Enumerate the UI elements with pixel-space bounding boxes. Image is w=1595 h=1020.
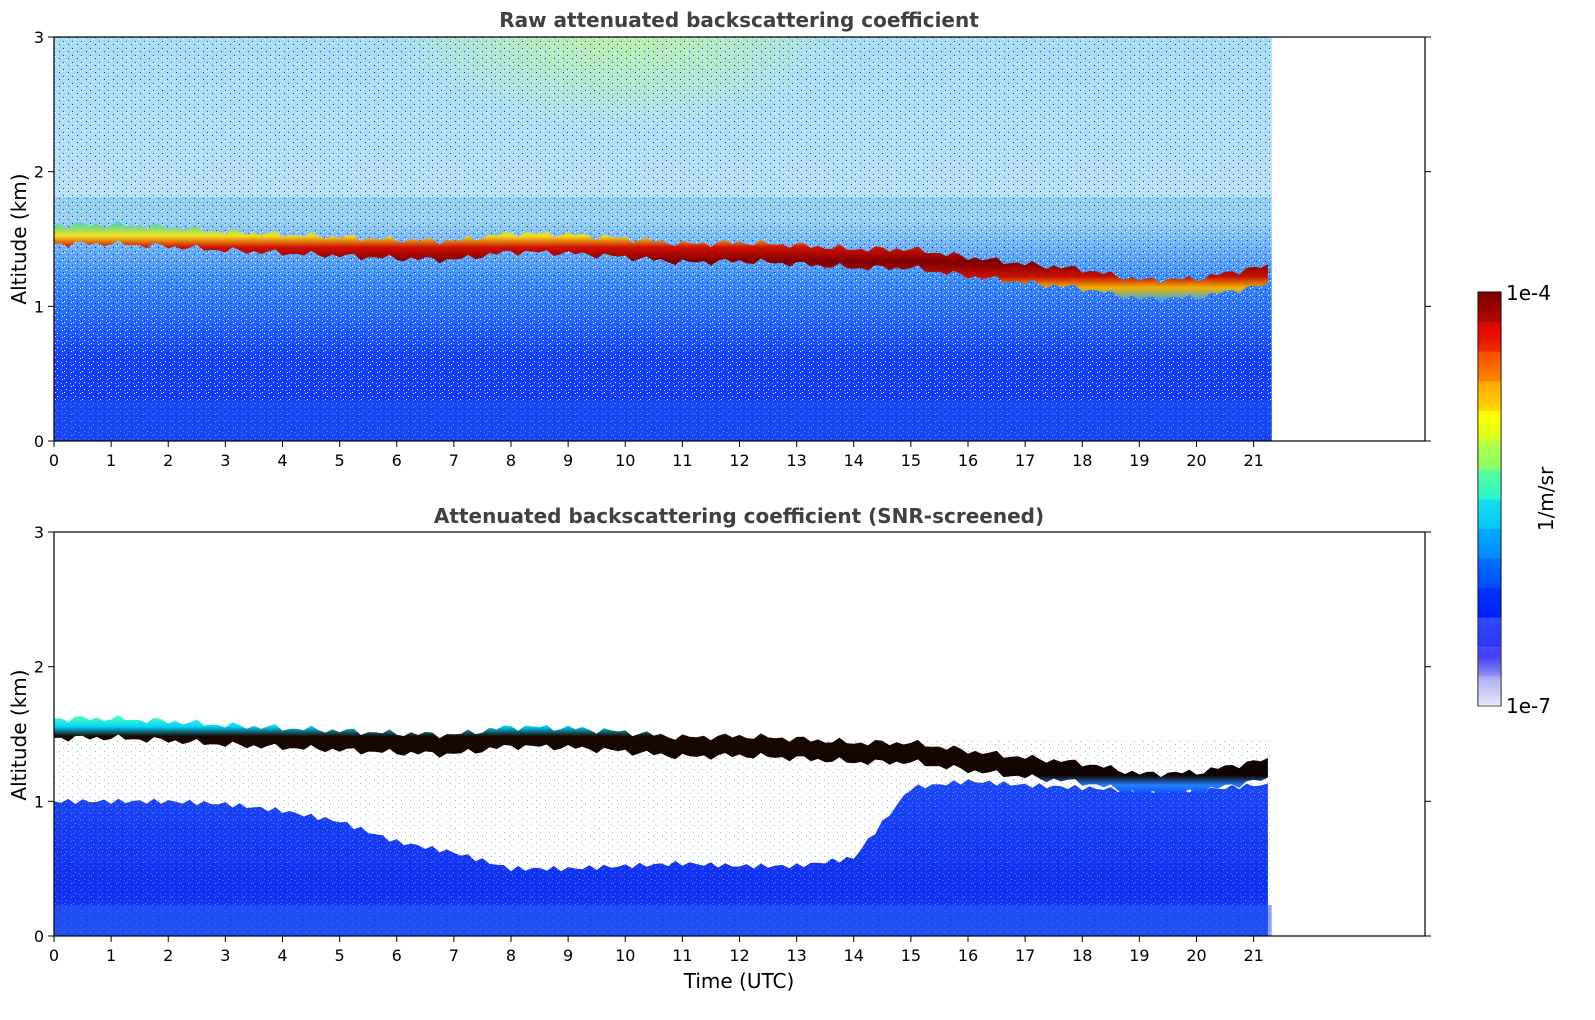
colorbar-step bbox=[1478, 469, 1501, 500]
x-tick-label: 18 bbox=[1072, 451, 1092, 470]
x-tick-label: 6 bbox=[392, 451, 402, 470]
x-tick-label: 16 bbox=[958, 451, 978, 470]
x-axis: 0 1 2 3 4 5 6 7 8 9 10 11 12 13 14 15 16 17 18 19 20 21 bbox=[49, 936, 1264, 965]
panel-title: Raw attenuated backscattering coefficien… bbox=[499, 8, 979, 32]
x-tick-label: 5 bbox=[335, 946, 345, 965]
colorbar-steps bbox=[1478, 292, 1501, 707]
x-tick-label: 12 bbox=[729, 946, 749, 965]
screened-near-surface-layer bbox=[54, 905, 1272, 936]
x-tick-label: 17 bbox=[1015, 946, 1035, 965]
panel-raw: Raw attenuated backscattering coefficien… bbox=[7, 8, 1431, 470]
colorbar-step bbox=[1478, 380, 1501, 411]
y-tick-label: 2 bbox=[34, 163, 44, 182]
x-tick-label: 15 bbox=[901, 451, 921, 470]
raw-cloud-layer bbox=[54, 221, 1268, 303]
y-tick-label: 2 bbox=[34, 658, 44, 677]
colorbar-step bbox=[1478, 499, 1501, 530]
x-tick-label: 2 bbox=[163, 946, 173, 965]
colorbar-min-label: 1e-7 bbox=[1506, 694, 1551, 718]
x-tick-label: 8 bbox=[506, 451, 516, 470]
x-tick-label: 3 bbox=[220, 946, 230, 965]
colorbar: 1e-4 1e-7 1/m/sr bbox=[1477, 281, 1558, 718]
y-axis-label: Altitude (km) bbox=[7, 669, 31, 800]
x-tick-label: 4 bbox=[277, 451, 287, 470]
colorbar-step bbox=[1478, 558, 1501, 589]
x-tick-label: 19 bbox=[1129, 451, 1149, 470]
x-tick-label: 0 bbox=[49, 451, 59, 470]
y-tick-label: 3 bbox=[34, 523, 44, 542]
x-tick-label: 12 bbox=[729, 451, 749, 470]
colorbar-step bbox=[1478, 410, 1501, 441]
x-axis-label: Time (UTC) bbox=[683, 969, 795, 993]
x-tick-label: 3 bbox=[220, 451, 230, 470]
y-tick-label: 0 bbox=[34, 432, 44, 451]
colorbar-max-label: 1e-4 bbox=[1506, 281, 1551, 305]
x-tick-label: 7 bbox=[449, 451, 459, 470]
x-tick-label: 1 bbox=[106, 451, 116, 470]
x-tick-label: 8 bbox=[506, 946, 516, 965]
y-axis-label: Altitude (km) bbox=[7, 173, 31, 304]
y-tick-label: 1 bbox=[34, 792, 44, 811]
colorbar-unit-label: 1/m/sr bbox=[1534, 466, 1558, 531]
colorbar-step bbox=[1478, 321, 1501, 352]
screened-cloud-layer bbox=[54, 715, 1268, 797]
x-tick-label: 1 bbox=[106, 946, 116, 965]
x-tick-label: 21 bbox=[1243, 451, 1263, 470]
colorbar-step bbox=[1478, 646, 1501, 677]
x-tick-label: 7 bbox=[449, 946, 459, 965]
y-tick-label: 0 bbox=[34, 927, 44, 946]
y-axis: 0 1 2 3 bbox=[34, 523, 1431, 946]
x-tick-label: 13 bbox=[786, 451, 806, 470]
y-tick-label: 1 bbox=[34, 297, 44, 316]
x-tick-label: 6 bbox=[392, 946, 402, 965]
x-tick-label: 13 bbox=[786, 946, 806, 965]
x-tick-label: 11 bbox=[672, 946, 692, 965]
x-tick-label: 15 bbox=[901, 946, 921, 965]
x-tick-label: 0 bbox=[49, 946, 59, 965]
colorbar-step bbox=[1478, 292, 1501, 323]
x-tick-label: 9 bbox=[563, 946, 573, 965]
x-tick-label: 4 bbox=[277, 946, 287, 965]
raw-near-surface-layer bbox=[54, 400, 1272, 441]
x-tick-label: 14 bbox=[844, 451, 864, 470]
x-tick-label: 5 bbox=[335, 451, 345, 470]
x-tick-label: 19 bbox=[1129, 946, 1149, 965]
x-tick-label: 16 bbox=[958, 946, 978, 965]
x-axis: 0 1 2 3 4 5 6 7 8 9 10 11 12 13 14 15 16 17 18 19 20 21 bbox=[49, 441, 1264, 470]
panel-screened: Attenuated backscattering coefficient (S… bbox=[7, 504, 1431, 993]
x-tick-label: 2 bbox=[163, 451, 173, 470]
y-axis: 0 1 2 3 bbox=[34, 28, 1431, 451]
x-tick-label: 20 bbox=[1186, 451, 1206, 470]
x-tick-label: 17 bbox=[1015, 451, 1035, 470]
colorbar-gradient bbox=[1477, 291, 1502, 707]
colorbar-step bbox=[1478, 439, 1501, 470]
colorbar-step bbox=[1478, 587, 1501, 618]
x-tick-label: 21 bbox=[1243, 946, 1263, 965]
y-tick-label: 3 bbox=[34, 28, 44, 47]
x-tick-label: 18 bbox=[1072, 946, 1092, 965]
x-tick-label: 10 bbox=[615, 451, 635, 470]
colorbar-step bbox=[1478, 351, 1501, 382]
colorbar-step bbox=[1478, 617, 1501, 648]
x-tick-label: 9 bbox=[563, 451, 573, 470]
x-tick-label: 10 bbox=[615, 946, 635, 965]
panel-title: Attenuated backscattering coefficient (S… bbox=[434, 504, 1044, 528]
colorbar-step bbox=[1478, 528, 1501, 559]
x-tick-label: 11 bbox=[672, 451, 692, 470]
colorbar-step bbox=[1478, 676, 1501, 707]
x-tick-label: 20 bbox=[1186, 946, 1206, 965]
x-tick-label: 14 bbox=[844, 946, 864, 965]
